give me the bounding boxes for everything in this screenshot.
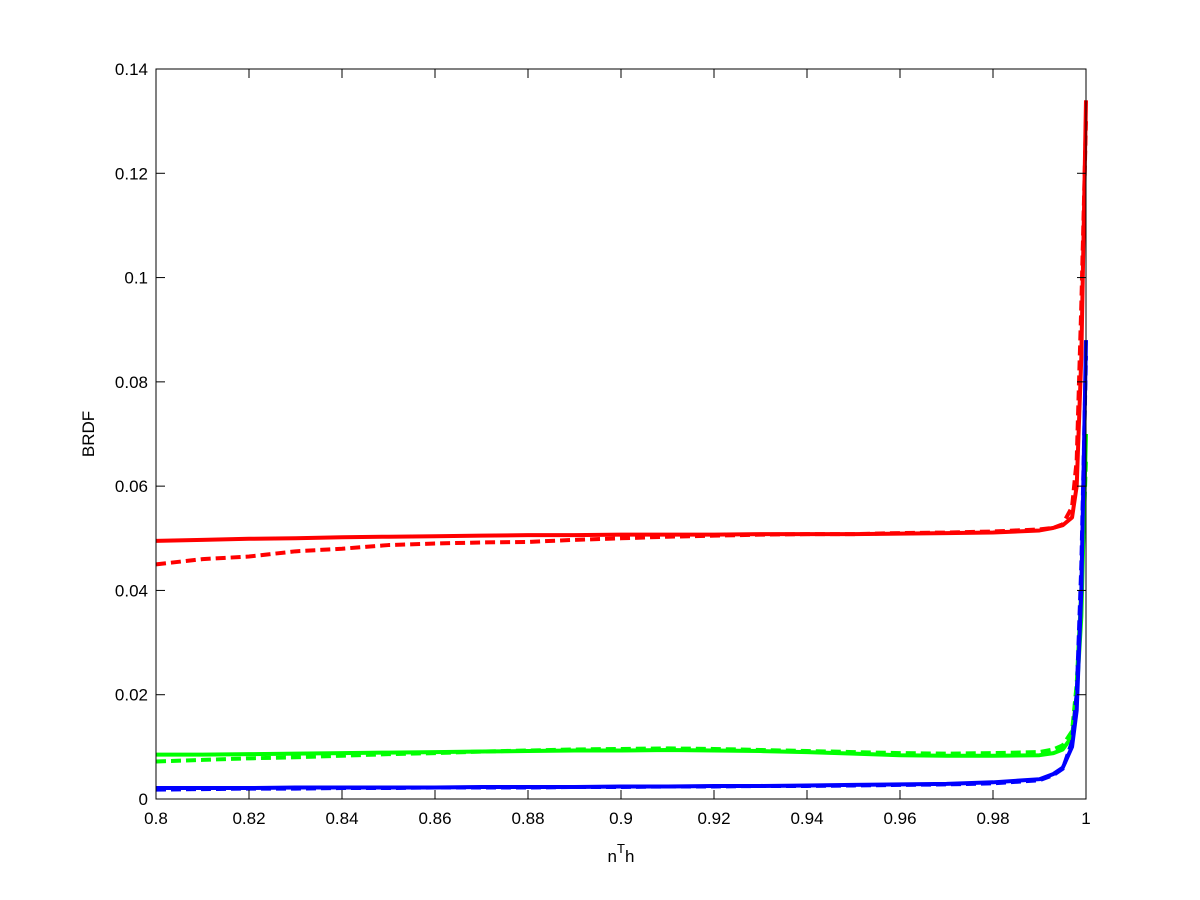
- y-axis-label: BRDF: [79, 411, 98, 457]
- series-line: [155, 355, 1088, 792]
- x-tick-label: 0.82: [232, 809, 265, 828]
- x-axis-label: nTh: [608, 841, 635, 866]
- series-line: [155, 459, 1088, 764]
- x-tick-label: 0.9: [609, 809, 633, 828]
- x-tick-label: 1: [1081, 809, 1090, 828]
- x-label-base: n: [608, 847, 617, 866]
- y-tick-label: 0.02: [115, 686, 148, 705]
- series-line: [156, 433, 1088, 758]
- x-tick-label: 0.94: [790, 809, 823, 828]
- series-line: [155, 121, 1088, 567]
- x-label-end: h: [625, 847, 634, 866]
- x-tick-label: 0.96: [883, 809, 916, 828]
- x-tick-label: 0.86: [418, 809, 451, 828]
- x-tick-label: 0.92: [697, 809, 730, 828]
- y-tick-label: 0.12: [115, 164, 148, 183]
- y-tick-label: 0.04: [115, 581, 148, 600]
- x-tick-label: 0.98: [976, 809, 1009, 828]
- x-tick-label: 0.8: [144, 809, 168, 828]
- y-tick-label: 0.14: [115, 60, 148, 79]
- y-tick-label: 0: [139, 790, 148, 809]
- y-tick-label: 0.08: [115, 373, 148, 392]
- x-tick-label: 0.88: [511, 809, 544, 828]
- y-tick-label: 0.06: [115, 477, 148, 496]
- y-tick-label: 0.1: [124, 269, 148, 288]
- x-tick-label: 0.84: [325, 809, 358, 828]
- x-label-sup: T: [617, 841, 625, 856]
